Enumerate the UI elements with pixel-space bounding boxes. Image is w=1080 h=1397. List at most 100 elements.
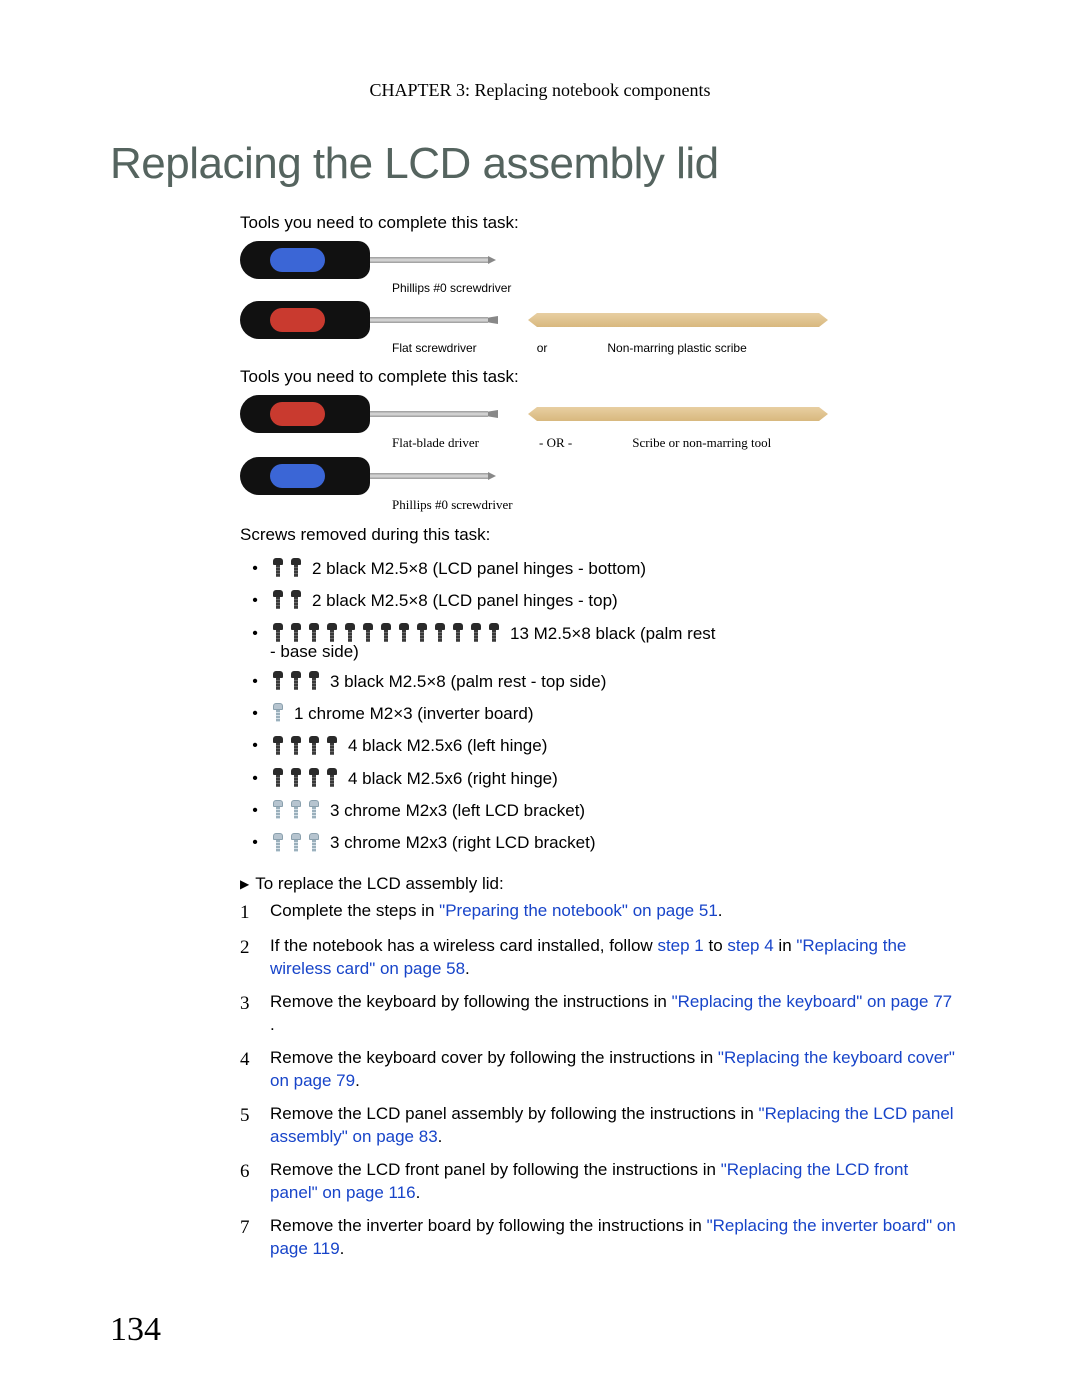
screws-label: Screws removed during this task: xyxy=(240,525,960,545)
bullet-icon: • xyxy=(240,731,270,761)
black-screw-icon xyxy=(324,623,340,645)
tool-caption: Phillips #0 screwdriver xyxy=(392,281,960,295)
black-screw-icon xyxy=(324,768,340,790)
screw-icons xyxy=(270,558,304,580)
screw-text: 4 black M2.5x6 (left hinge) xyxy=(348,730,960,762)
bullet-icon: • xyxy=(240,828,270,858)
screw-icons xyxy=(270,833,322,855)
tool-caption: Phillips #0 screwdriver xyxy=(392,497,960,513)
screw-icons xyxy=(270,800,322,822)
procedure-step: Complete the steps in "Preparing the not… xyxy=(240,900,960,926)
black-screw-icon xyxy=(288,736,304,758)
step-text: . xyxy=(416,1183,421,1202)
bullet-icon: • xyxy=(240,619,270,649)
chrome-screw-icon xyxy=(306,800,322,822)
tool-row-phillips: Phillips #0 screwdriver xyxy=(240,241,960,295)
screw-text: 1 chrome M2×3 (inverter board) xyxy=(294,698,960,730)
black-screw-icon xyxy=(270,558,286,580)
screw-text: 3 black M2.5×8 (palm rest - top side) xyxy=(330,666,960,698)
screw-item: •2 black M2.5×8 (LCD panel hinges - top) xyxy=(240,585,960,617)
screw-item: •3 chrome M2x3 (left LCD bracket) xyxy=(240,795,960,827)
page: CHAPTER 3: Replacing notebook components… xyxy=(0,0,1080,1397)
screw-text: 4 black M2.5x6 (right hinge) xyxy=(348,763,960,795)
black-screw-icon xyxy=(306,736,322,758)
scribe-icon xyxy=(528,407,828,421)
procedure-step: Remove the inverter board by following t… xyxy=(240,1215,960,1261)
screw-item: • 3 chrome M2x3 (right LCD bracket) xyxy=(240,827,960,859)
step-text: . xyxy=(270,1015,275,1034)
step-body: If the notebook has a wireless card inst… xyxy=(270,935,960,981)
step-text: . xyxy=(355,1071,360,1090)
step-text: Complete the steps in xyxy=(270,901,439,920)
bullet-icon: • xyxy=(240,667,270,697)
chrome-screw-icon xyxy=(270,833,286,855)
cross-reference-link[interactable]: "Replacing the keyboard" on page 77 xyxy=(672,992,953,1011)
step-text: in xyxy=(774,936,797,955)
black-screw-icon xyxy=(270,736,286,758)
step-text: Remove the LCD front panel by following … xyxy=(270,1160,721,1179)
procedure-step: Remove the keyboard by following the ins… xyxy=(240,991,960,1037)
black-screw-icon xyxy=(450,623,466,645)
bullet-icon: • xyxy=(240,699,270,729)
black-screw-icon xyxy=(270,768,286,790)
screw-text: 2 black M2.5×8 (LCD panel hinges - top) xyxy=(312,585,960,617)
cross-reference-link[interactable]: "Preparing the notebook" on page 51 xyxy=(439,901,718,920)
black-screw-icon xyxy=(306,623,322,645)
black-screw-icon xyxy=(324,736,340,758)
page-number: 134 xyxy=(110,1311,161,1349)
chrome-screw-icon xyxy=(288,833,304,855)
black-screw-icon xyxy=(288,623,304,645)
or-label: - OR - xyxy=(539,435,572,451)
procedure-heading: To replace the LCD assembly lid: xyxy=(240,874,960,894)
screw-item: • 1 chrome M2×3 (inverter board) xyxy=(240,698,960,730)
black-screw-icon xyxy=(360,623,376,645)
cross-reference-link[interactable]: step 4 xyxy=(727,936,773,955)
chapter-header: CHAPTER 3: Replacing notebook components xyxy=(110,80,970,101)
chrome-screw-icon xyxy=(270,703,286,725)
screw-item: • 3 black M2.5×8 (palm rest - top side) xyxy=(240,666,960,698)
black-screw-icon xyxy=(288,768,304,790)
procedure-list: Complete the steps in "Preparing the not… xyxy=(240,900,960,1261)
black-screw-icon xyxy=(306,671,322,693)
step-body: Remove the LCD front panel by following … xyxy=(270,1159,960,1205)
page-title: Replacing the LCD assembly lid xyxy=(110,139,970,189)
screw-icons xyxy=(270,671,322,693)
black-screw-icon xyxy=(270,590,286,612)
step-text: to xyxy=(704,936,728,955)
black-screw-icon xyxy=(306,768,322,790)
bullet-icon: • xyxy=(240,764,270,794)
chrome-screw-icon xyxy=(270,800,286,822)
or-label: or xyxy=(537,341,548,355)
black-screw-icon xyxy=(288,558,304,580)
tool-row-phillips-2: Phillips #0 screwdriver xyxy=(240,457,960,513)
black-screw-icon xyxy=(432,623,448,645)
procedure-step: Remove the keyboard cover by following t… xyxy=(240,1047,960,1093)
black-screw-icon xyxy=(288,590,304,612)
step-text: If the notebook has a wireless card inst… xyxy=(270,936,657,955)
screw-list: •2 black M2.5×8 (LCD panel hinges - bott… xyxy=(240,553,960,860)
tools-label-1: Tools you need to complete this task: xyxy=(240,213,960,233)
procedure-step: If the notebook has a wireless card inst… xyxy=(240,935,960,981)
step-text: . xyxy=(465,959,470,978)
cross-reference-link[interactable]: step 1 xyxy=(657,936,703,955)
chrome-screw-icon xyxy=(306,833,322,855)
tool-caption: Scribe or non-marring tool xyxy=(632,435,771,451)
screw-item: •2 black M2.5×8 (LCD panel hinges - bott… xyxy=(240,553,960,585)
step-body: Remove the keyboard by following the ins… xyxy=(270,991,960,1037)
procedure-step: Remove the LCD front panel by following … xyxy=(240,1159,960,1205)
step-text: Remove the keyboard by following the ins… xyxy=(270,992,672,1011)
step-text: Remove the keyboard cover by following t… xyxy=(270,1048,718,1067)
screw-icons xyxy=(270,590,304,612)
black-screw-icon xyxy=(486,623,502,645)
black-screw-icon xyxy=(468,623,484,645)
screw-icons xyxy=(270,768,340,790)
flat-screwdriver-icon xyxy=(240,301,498,339)
step-text: Remove the LCD panel assembly by followi… xyxy=(270,1104,759,1123)
black-screw-icon xyxy=(414,623,430,645)
step-text: . xyxy=(340,1239,345,1258)
tool-caption: Flat screwdriver xyxy=(392,341,477,355)
black-screw-icon xyxy=(270,671,286,693)
screw-text: 3 chrome M2x3 (left LCD bracket) xyxy=(330,795,960,827)
screw-text: 3 chrome M2x3 (right LCD bracket) xyxy=(330,827,960,859)
black-screw-icon xyxy=(270,623,286,645)
